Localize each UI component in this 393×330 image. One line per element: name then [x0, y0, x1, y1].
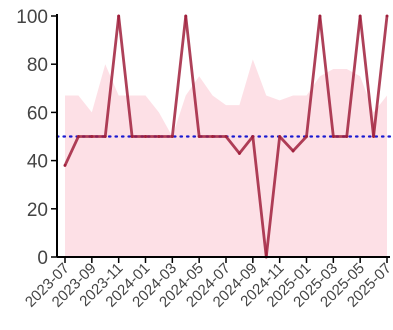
line-segment — [372, 14, 389, 138]
line-segment — [305, 14, 322, 138]
line-segment — [238, 135, 255, 155]
data-point — [63, 164, 67, 167]
y-tick-label: 20 — [27, 200, 48, 221]
data-point — [345, 135, 349, 138]
data-point — [211, 135, 214, 138]
line-segment — [103, 14, 121, 138]
line-segment — [291, 135, 308, 153]
line-segment — [278, 135, 295, 153]
data-point — [238, 151, 241, 155]
x-axis-ticks: 2023-072023-092023-112024-012024-032024-… — [22, 257, 393, 311]
data-point — [117, 14, 121, 18]
line-segment — [264, 135, 282, 259]
data-point — [77, 135, 80, 138]
line-segment — [63, 135, 80, 167]
area-band — [65, 59, 387, 257]
data-point — [197, 135, 201, 138]
line-segment — [224, 135, 241, 155]
data-point — [90, 135, 94, 138]
data-point — [184, 14, 188, 18]
data-point — [385, 14, 389, 18]
y-axis-ticks: 0 20 40 60 80 100 — [16, 7, 57, 269]
y-tick-label: 60 — [27, 103, 48, 124]
data-point — [251, 135, 255, 138]
axes — [56, 14, 390, 258]
y-tick-label: 100 — [16, 7, 48, 28]
data-point — [372, 135, 375, 138]
line-segment — [358, 14, 375, 138]
line-segment — [318, 14, 335, 138]
line-segment — [170, 14, 188, 138]
data-point — [331, 135, 335, 138]
data-point — [144, 135, 147, 138]
data-point — [130, 135, 134, 138]
data-point — [157, 135, 161, 138]
y-tick-label: 0 — [37, 248, 48, 269]
data-point — [305, 135, 308, 138]
area-layer — [65, 59, 387, 257]
y-tick-label: 40 — [27, 152, 48, 173]
line-layer — [63, 14, 389, 259]
data-point — [170, 135, 174, 138]
line-segment — [117, 14, 134, 138]
line-segment — [345, 14, 362, 138]
data-point — [318, 14, 322, 18]
line-segment — [184, 14, 201, 138]
data-point — [103, 135, 107, 138]
line-segment — [251, 135, 268, 259]
y-tick-label: 80 — [27, 55, 48, 76]
data-point — [278, 135, 282, 138]
data-point — [291, 149, 295, 153]
data-point — [224, 135, 228, 138]
data-point — [358, 14, 362, 18]
